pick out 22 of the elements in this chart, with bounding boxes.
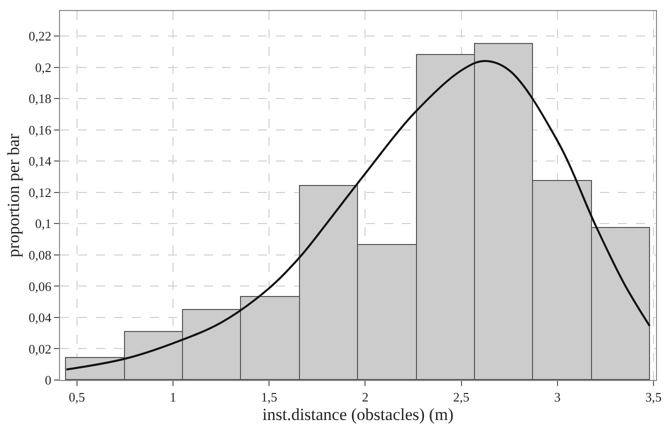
y-tick-label: 0,02 bbox=[28, 341, 52, 356]
x-tick-label: 0,5 bbox=[68, 390, 86, 405]
y-tick-label: 0,18 bbox=[28, 91, 52, 106]
x-tick-label: 1 bbox=[170, 390, 176, 405]
y-tick-label: 0,06 bbox=[28, 278, 52, 294]
y-tick-label: 0,1 bbox=[35, 216, 52, 232]
x-tick-label: 2 bbox=[362, 390, 368, 405]
y-tick-label: 0,08 bbox=[28, 247, 52, 262]
y-tick-label: 0,14 bbox=[28, 154, 52, 169]
y-tick-label: 0 bbox=[44, 372, 52, 388]
y-tick-label: 0,2 bbox=[35, 60, 52, 75]
y-axis-title: proportion per bar bbox=[4, 133, 24, 258]
y-tick-label: 0,04 bbox=[28, 310, 52, 326]
y-tick-label: 0,12 bbox=[28, 184, 52, 200]
y-tick-label: 0,16 bbox=[28, 122, 52, 138]
x-tick-label: 3 bbox=[554, 390, 561, 405]
line-series bbox=[65, 60, 651, 371]
x-tick-label: 2,5 bbox=[453, 390, 470, 405]
x-axis-title: inst.distance (obstacles) (m) bbox=[262, 405, 454, 424]
x-tick-label: 1,5 bbox=[260, 390, 278, 405]
x-tick-label: 3,5 bbox=[645, 390, 662, 405]
y-tick-label: 0,22 bbox=[28, 28, 52, 44]
